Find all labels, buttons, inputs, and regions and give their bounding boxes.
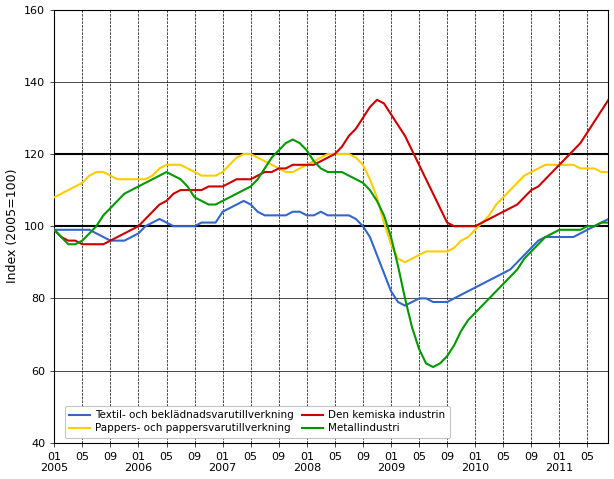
Pappers- och pappersvarutillverkning [443,249,451,254]
Metallindustri [415,346,422,352]
Den kemiska industrin [443,220,451,226]
Den kemiska industrin [422,176,430,182]
Pappers- och pappersvarutillverkning [303,162,311,168]
Den kemiska industrin [605,97,612,103]
Textil- och beklädnadsvarutillverkning [605,216,612,222]
Y-axis label: Index (2005=100): Index (2005=100) [6,169,18,284]
Den kemiska industrin [402,133,409,139]
Den kemiska industrin [79,241,86,247]
Line: Den kemiska industrin: Den kemiska industrin [54,100,608,244]
Pappers- och pappersvarutillverkning [402,260,409,265]
Pappers- och pappersvarutillverkning [240,151,247,157]
Line: Metallindustri: Metallindustri [54,139,608,367]
Legend: Textil- och beklädnadsvarutillverkning, Pappers- och pappersvarutillverkning, De: Textil- och beklädnadsvarutillverkning, … [65,406,449,438]
Textil- och beklädnadsvarutillverkning [50,227,58,233]
Metallindustri [429,364,437,370]
Pappers- och pappersvarutillverkning [50,194,58,200]
Pappers- och pappersvarutillverkning [556,162,563,168]
Metallindustri [303,148,311,153]
Pappers- och pappersvarutillverkning [605,169,612,175]
Pappers- och pappersvarutillverkning [394,256,402,262]
Metallindustri [289,137,297,142]
Metallindustri [387,234,395,240]
Den kemiska industrin [373,97,381,103]
Textil- och beklädnadsvarutillverkning [303,213,311,218]
Metallindustri [556,227,563,233]
Metallindustri [394,263,402,269]
Pappers- och pappersvarutillverkning [387,241,395,247]
Textil- och beklädnadsvarutillverkning [387,288,395,294]
Metallindustri [605,220,612,226]
Textil- och beklädnadsvarutillverkning [443,299,451,305]
Line: Textil- och beklädnadsvarutillverkning: Textil- och beklädnadsvarutillverkning [54,201,608,306]
Textil- och beklädnadsvarutillverkning [402,303,409,308]
Textil- och beklädnadsvarutillverkning [422,296,430,301]
Textil- och beklädnadsvarutillverkning [240,198,247,204]
Metallindustri [50,227,58,233]
Textil- och beklädnadsvarutillverkning [556,234,563,240]
Line: Pappers- och pappersvarutillverkning: Pappers- och pappersvarutillverkning [54,154,608,262]
Metallindustri [443,354,451,359]
Pappers- och pappersvarutillverkning [422,249,430,254]
Den kemiska industrin [303,162,311,168]
Textil- och beklädnadsvarutillverkning [394,299,402,305]
Den kemiska industrin [394,122,402,128]
Den kemiska industrin [556,162,563,168]
Den kemiska industrin [50,227,58,233]
